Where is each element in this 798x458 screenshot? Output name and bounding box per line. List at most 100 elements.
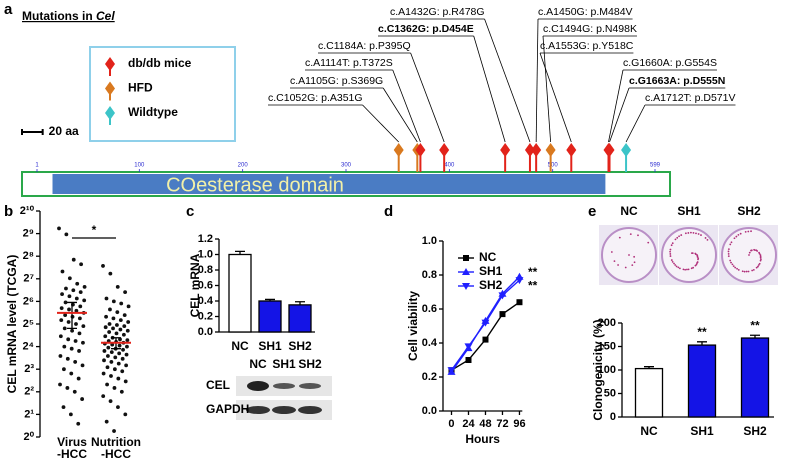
x-tick-label: 24 bbox=[462, 418, 475, 430]
leader-line bbox=[539, 52, 572, 143]
significance: ** bbox=[528, 278, 538, 292]
x-tick-label: NC bbox=[231, 339, 249, 353]
legend-marker bbox=[105, 106, 115, 120]
blot-band bbox=[247, 381, 269, 391]
marker bbox=[516, 299, 523, 306]
data-point bbox=[79, 262, 84, 267]
colony bbox=[678, 235, 680, 238]
colony bbox=[757, 264, 760, 266]
x-tick-label: -HCC bbox=[57, 447, 87, 458]
data-point bbox=[116, 376, 121, 381]
colony bbox=[674, 238, 677, 241]
x-tick-label: 0 bbox=[448, 418, 454, 430]
image-label: SH1 bbox=[677, 204, 701, 218]
x-tick-label: 599 bbox=[650, 163, 661, 169]
data-point bbox=[117, 351, 122, 356]
colony bbox=[671, 242, 674, 245]
lollipop-head bbox=[545, 143, 556, 157]
colony bbox=[686, 268, 688, 271]
data-point bbox=[112, 367, 117, 372]
data-point bbox=[73, 339, 78, 343]
mutation-label: c.G1660A: p.G554S bbox=[623, 57, 717, 69]
data-point bbox=[71, 288, 76, 293]
data-point bbox=[115, 310, 120, 315]
bar bbox=[687, 344, 717, 418]
data-point bbox=[80, 397, 85, 401]
data-point bbox=[70, 328, 74, 333]
marker bbox=[463, 255, 469, 261]
data-point bbox=[77, 331, 82, 336]
mutation-label: c.A1712T: p.D571V bbox=[645, 92, 735, 104]
lollipop-head bbox=[415, 143, 426, 157]
colony bbox=[682, 268, 685, 271]
chart-title: Mutations in Cel bbox=[22, 9, 115, 23]
data-point bbox=[74, 322, 78, 326]
y-tick-label: 2⁶ bbox=[23, 295, 34, 307]
x-tick-label: 48 bbox=[479, 418, 491, 430]
data-point bbox=[121, 332, 126, 337]
colony bbox=[618, 236, 621, 239]
data-point bbox=[69, 346, 74, 351]
colony bbox=[706, 238, 709, 241]
colony bbox=[754, 249, 756, 252]
blot-lane-label: NC bbox=[249, 357, 267, 371]
data-point bbox=[57, 226, 61, 231]
x-tick-label: 500 bbox=[548, 163, 559, 169]
legend-label: Wildtype bbox=[128, 105, 178, 119]
data-point bbox=[66, 337, 71, 342]
y-tick-label: 0.0 bbox=[422, 405, 437, 417]
leader-line bbox=[608, 69, 624, 143]
mutation-label: c.C1052G: p.A351G bbox=[268, 92, 363, 104]
data-point bbox=[64, 232, 69, 237]
significance: ** bbox=[697, 325, 707, 339]
colony bbox=[680, 234, 683, 236]
colony bbox=[674, 264, 677, 266]
colony bbox=[669, 255, 672, 257]
data-point bbox=[63, 313, 68, 318]
blot-lane-label: SH1 bbox=[272, 357, 296, 371]
y-tick-label: 2⁴ bbox=[22, 341, 34, 353]
scale-bar bbox=[21, 129, 44, 135]
data-point bbox=[125, 338, 130, 343]
data-point bbox=[106, 354, 110, 358]
lollipop-head bbox=[604, 143, 615, 157]
marker bbox=[462, 268, 470, 275]
y-tick-label: 0.4 bbox=[198, 295, 214, 307]
blot-band bbox=[273, 383, 295, 389]
y-tick-label: 0.0 bbox=[198, 326, 213, 338]
x-tick-label: 400 bbox=[444, 163, 455, 169]
data-point bbox=[111, 316, 116, 321]
y-axis-label: CEL mRNA bbox=[188, 253, 202, 317]
domain-label: COesterase domain bbox=[166, 174, 344, 196]
mutation-label: c.G1663A: p.D555N bbox=[629, 75, 725, 87]
lollipop-head bbox=[393, 143, 404, 157]
data-point bbox=[76, 376, 81, 381]
x-tick-label: Nutrition bbox=[91, 435, 141, 449]
data-point bbox=[58, 334, 63, 339]
data-point bbox=[114, 331, 119, 336]
mutation-label: c.A1432G: p.R478G bbox=[390, 6, 485, 18]
leader-line bbox=[473, 35, 506, 143]
data-point bbox=[69, 371, 74, 376]
data-point bbox=[118, 318, 123, 323]
leader-line bbox=[535, 18, 539, 143]
y-tick-label: 0.8 bbox=[422, 269, 437, 281]
colony bbox=[757, 265, 759, 268]
x-tick-label: Virus bbox=[57, 435, 87, 449]
colony bbox=[673, 262, 675, 265]
bar bbox=[258, 300, 282, 333]
blot-lane-label: SH2 bbox=[298, 357, 322, 371]
data-point bbox=[126, 304, 131, 309]
data-point bbox=[122, 324, 127, 329]
y-tick-label: 2⁷ bbox=[23, 273, 34, 285]
colony bbox=[751, 269, 754, 272]
data-point bbox=[58, 382, 62, 387]
data-point bbox=[106, 345, 111, 350]
bar bbox=[288, 304, 312, 333]
data-point bbox=[67, 276, 72, 281]
mutation-label: c.A1105G: p.S369G bbox=[290, 75, 383, 87]
colony bbox=[691, 252, 694, 255]
data-point bbox=[81, 340, 85, 345]
y-tick-label: 0.8 bbox=[198, 264, 213, 276]
marker bbox=[447, 367, 456, 375]
